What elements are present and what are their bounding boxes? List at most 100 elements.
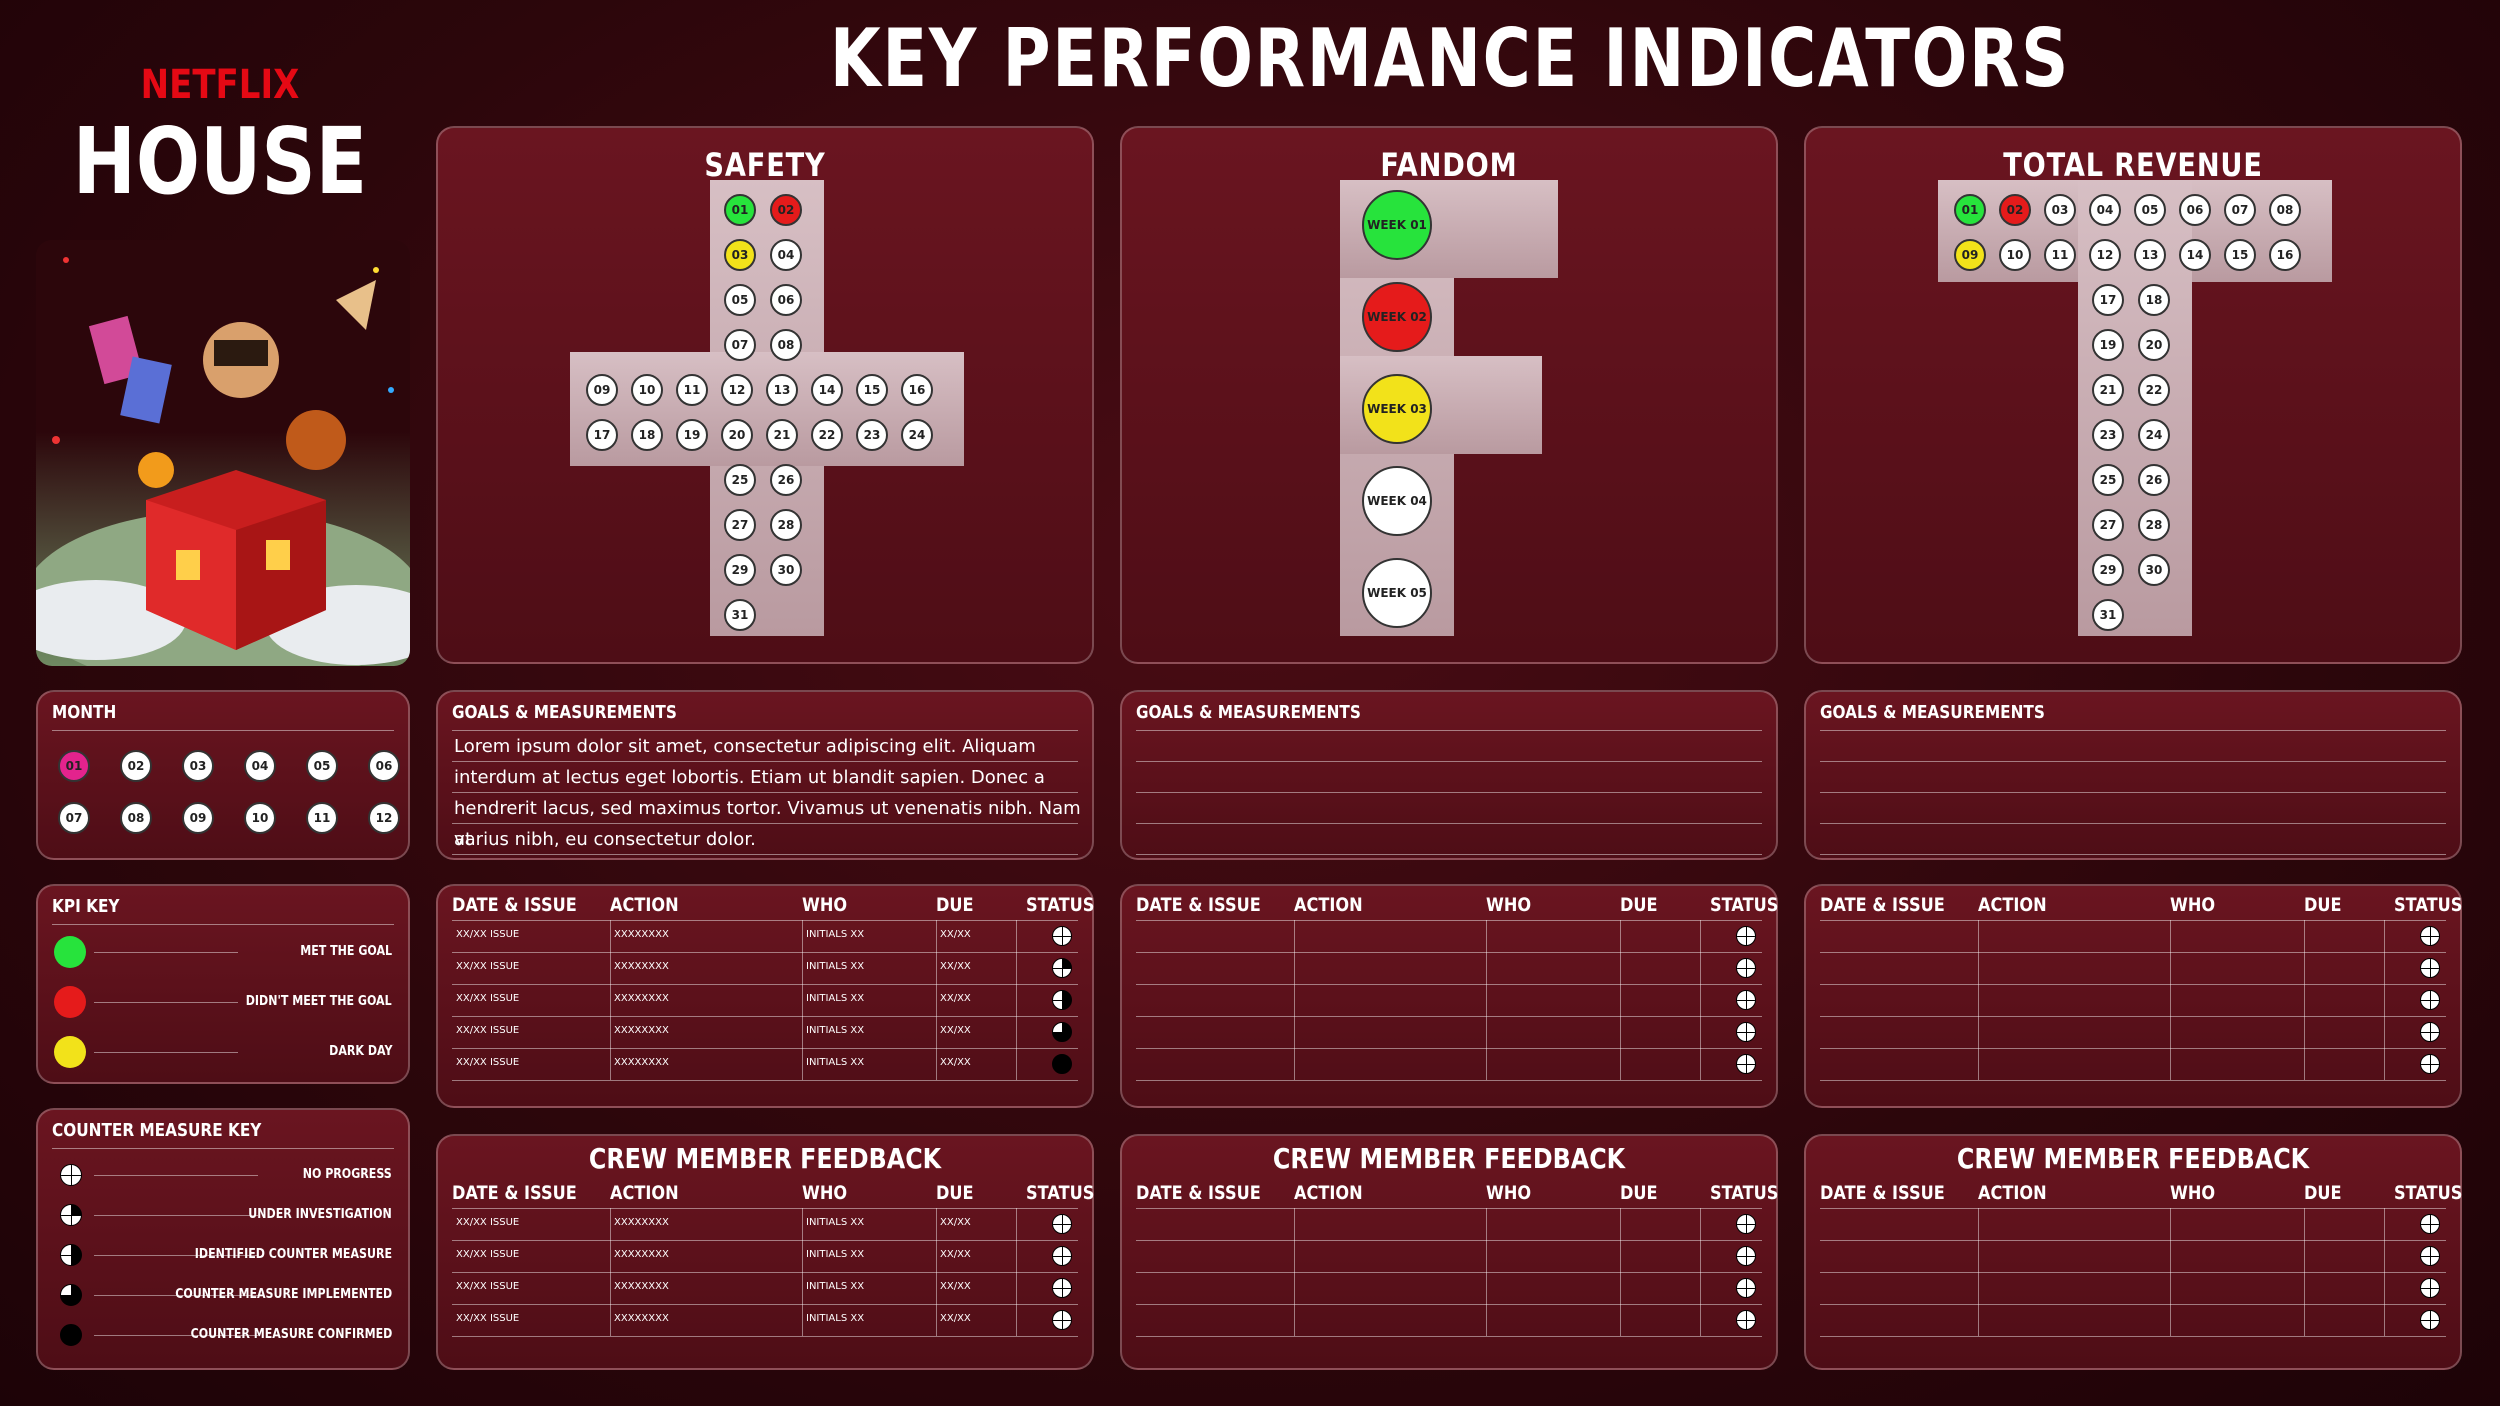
status-icon[interactable] [1052, 1310, 1072, 1330]
status-icon[interactable] [2420, 1054, 2440, 1074]
revenue-day-29[interactable]: 29 [2092, 554, 2124, 586]
status-icon[interactable] [2420, 1278, 2440, 1298]
revenue-day-20[interactable]: 20 [2138, 329, 2170, 361]
month-option-07[interactable]: 07 [58, 802, 90, 834]
revenue-day-09[interactable]: 09 [1954, 239, 1986, 271]
table-row[interactable] [1136, 1016, 1762, 1048]
status-icon[interactable] [1736, 1214, 1756, 1234]
table-row[interactable] [452, 1240, 1078, 1272]
revenue-day-14[interactable]: 14 [2179, 239, 2211, 271]
revenue-day-03[interactable]: 03 [2044, 194, 2076, 226]
revenue-day-17[interactable]: 17 [2092, 284, 2124, 316]
status-icon[interactable] [2420, 926, 2440, 946]
revenue-day-27[interactable]: 27 [2092, 509, 2124, 541]
revenue-day-02[interactable]: 02 [1999, 194, 2031, 226]
table-row[interactable] [452, 984, 1078, 1016]
status-icon[interactable] [2420, 1022, 2440, 1042]
table-row[interactable] [452, 1272, 1078, 1304]
table-row[interactable] [1820, 1208, 2446, 1240]
revenue-day-16[interactable]: 16 [2269, 239, 2301, 271]
status-icon[interactable] [1736, 990, 1756, 1010]
month-option-02[interactable]: 02 [120, 750, 152, 782]
month-option-03[interactable]: 03 [182, 750, 214, 782]
revenue-day-05[interactable]: 05 [2134, 194, 2166, 226]
revenue-day-23[interactable]: 23 [2092, 419, 2124, 451]
table-row[interactable] [1136, 920, 1762, 952]
status-icon[interactable] [1052, 1246, 1072, 1266]
revenue-day-24[interactable]: 24 [2138, 419, 2170, 451]
safety-day-26[interactable]: 26 [770, 464, 802, 496]
table-row[interactable] [452, 920, 1078, 952]
safety-day-02[interactable]: 02 [770, 194, 802, 226]
safety-day-22[interactable]: 22 [811, 419, 843, 451]
fandom-week-3[interactable]: WEEK 03 [1362, 374, 1432, 444]
revenue-day-28[interactable]: 28 [2138, 509, 2170, 541]
revenue-day-25[interactable]: 25 [2092, 464, 2124, 496]
safety-day-07[interactable]: 07 [724, 329, 756, 361]
revenue-day-18[interactable]: 18 [2138, 284, 2170, 316]
status-icon[interactable] [1736, 958, 1756, 978]
table-row[interactable] [1820, 952, 2446, 984]
revenue-day-31[interactable]: 31 [2092, 599, 2124, 631]
safety-day-08[interactable]: 08 [770, 329, 802, 361]
table-row[interactable] [452, 952, 1078, 984]
safety-day-12[interactable]: 12 [721, 374, 753, 406]
status-icon[interactable] [1052, 958, 1072, 978]
table-row[interactable] [1820, 1240, 2446, 1272]
safety-day-21[interactable]: 21 [766, 419, 798, 451]
status-icon[interactable] [1736, 1278, 1756, 1298]
safety-day-09[interactable]: 09 [586, 374, 618, 406]
revenue-day-08[interactable]: 08 [2269, 194, 2301, 226]
table-row[interactable] [1820, 1048, 2446, 1080]
status-icon[interactable] [1736, 1054, 1756, 1074]
fandom-week-4[interactable]: WEEK 04 [1362, 466, 1432, 536]
status-icon[interactable] [1052, 1022, 1072, 1042]
table-row[interactable] [1136, 984, 1762, 1016]
revenue-day-21[interactable]: 21 [2092, 374, 2124, 406]
safety-day-25[interactable]: 25 [724, 464, 756, 496]
table-row[interactable] [1136, 952, 1762, 984]
safety-day-11[interactable]: 11 [676, 374, 708, 406]
safety-day-29[interactable]: 29 [724, 554, 756, 586]
revenue-day-19[interactable]: 19 [2092, 329, 2124, 361]
revenue-day-11[interactable]: 11 [2044, 239, 2076, 271]
safety-day-31[interactable]: 31 [724, 599, 756, 631]
revenue-day-06[interactable]: 06 [2179, 194, 2211, 226]
table-row[interactable] [452, 1048, 1078, 1080]
table-row[interactable] [1136, 1304, 1762, 1336]
status-icon[interactable] [1736, 1022, 1756, 1042]
month-option-06[interactable]: 06 [368, 750, 400, 782]
status-icon[interactable] [1736, 1310, 1756, 1330]
month-option-08[interactable]: 08 [120, 802, 152, 834]
month-option-09[interactable]: 09 [182, 802, 214, 834]
safety-day-17[interactable]: 17 [586, 419, 618, 451]
safety-day-15[interactable]: 15 [856, 374, 888, 406]
status-icon[interactable] [1052, 1278, 1072, 1298]
revenue-day-10[interactable]: 10 [1999, 239, 2031, 271]
month-option-10[interactable]: 10 [244, 802, 276, 834]
status-icon[interactable] [1052, 926, 1072, 946]
safety-day-03[interactable]: 03 [724, 239, 756, 271]
table-row[interactable] [1820, 920, 2446, 952]
safety-day-27[interactable]: 27 [724, 509, 756, 541]
table-row[interactable] [452, 1304, 1078, 1336]
table-row[interactable] [1136, 1048, 1762, 1080]
revenue-day-07[interactable]: 07 [2224, 194, 2256, 226]
table-row[interactable] [1820, 1272, 2446, 1304]
table-row[interactable] [1820, 1304, 2446, 1336]
month-option-11[interactable]: 11 [306, 802, 338, 834]
fandom-week-2[interactable]: WEEK 02 [1362, 282, 1432, 352]
table-row[interactable] [1820, 984, 2446, 1016]
status-icon[interactable] [2420, 958, 2440, 978]
safety-day-19[interactable]: 19 [676, 419, 708, 451]
revenue-day-26[interactable]: 26 [2138, 464, 2170, 496]
revenue-day-01[interactable]: 01 [1954, 194, 1986, 226]
safety-day-13[interactable]: 13 [766, 374, 798, 406]
status-icon[interactable] [1736, 1246, 1756, 1266]
table-row[interactable] [452, 1016, 1078, 1048]
status-icon[interactable] [2420, 1214, 2440, 1234]
revenue-day-12[interactable]: 12 [2089, 239, 2121, 271]
safety-day-05[interactable]: 05 [724, 284, 756, 316]
status-icon[interactable] [1736, 926, 1756, 946]
safety-day-06[interactable]: 06 [770, 284, 802, 316]
